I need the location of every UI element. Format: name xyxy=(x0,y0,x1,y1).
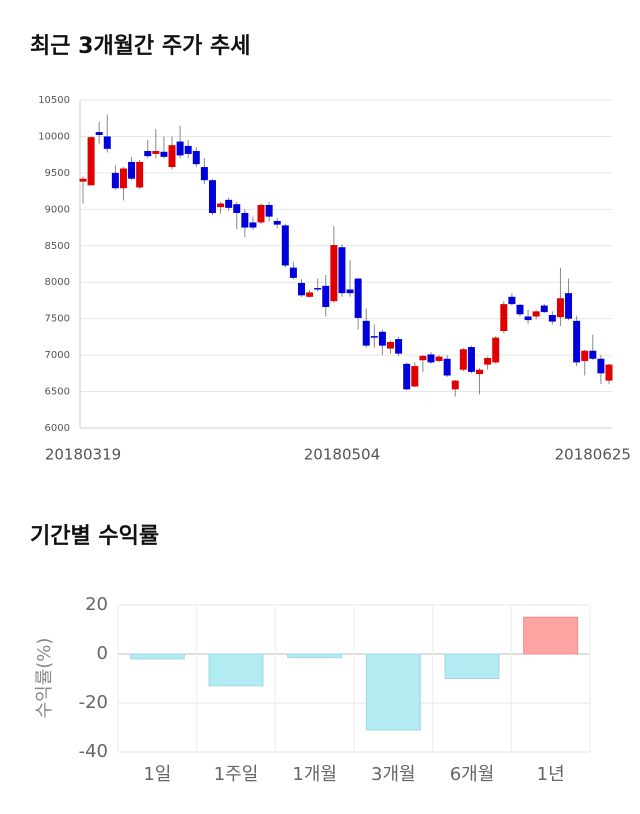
x-tick-label: 20180504 xyxy=(304,446,380,464)
candle-body xyxy=(233,204,241,213)
x-tick-label: 1일 xyxy=(143,764,171,785)
candle-body xyxy=(192,151,200,165)
candle-body xyxy=(265,204,273,217)
y-tick-label: 7000 xyxy=(45,350,70,361)
candle-body xyxy=(119,168,127,189)
candle-body xyxy=(540,305,548,313)
candle-body xyxy=(217,203,225,208)
bar xyxy=(523,616,579,655)
candle-body xyxy=(87,137,95,186)
x-tick-label: 1년 xyxy=(537,764,565,785)
candle-body xyxy=(378,331,386,346)
y-tick-label: 6500 xyxy=(45,387,70,398)
candle-body xyxy=(346,289,354,294)
x-tick-label: 1개월 xyxy=(292,764,337,785)
candle-body xyxy=(225,199,233,208)
x-tick-label: 20180625 xyxy=(555,446,631,464)
candle-body xyxy=(476,369,484,375)
candle-body xyxy=(443,358,451,376)
candle-body xyxy=(111,172,119,189)
candle-body xyxy=(306,292,314,297)
candle-body xyxy=(330,245,338,302)
y-tick-label: 20 xyxy=(85,594,108,615)
candle-body xyxy=(152,151,160,154)
candle-body xyxy=(565,293,573,319)
candle-body xyxy=(459,349,467,370)
candle-body xyxy=(79,178,87,182)
candle-body xyxy=(362,320,370,346)
candle-body xyxy=(128,161,136,179)
candle-body xyxy=(581,350,589,361)
candle-body xyxy=(532,311,540,317)
y-tick-label: 9000 xyxy=(45,204,70,215)
candle-body xyxy=(200,167,208,181)
candle-body xyxy=(249,222,257,228)
y-tick-label: 10500 xyxy=(38,95,70,106)
candle-body xyxy=(297,282,305,296)
y-tick-label: -40 xyxy=(79,741,108,762)
bar xyxy=(287,653,343,659)
candle-body xyxy=(338,247,346,294)
candle-body xyxy=(95,132,103,135)
candle-body xyxy=(144,151,152,157)
bar xyxy=(129,653,185,660)
candle-body xyxy=(289,267,297,278)
candle-body xyxy=(354,278,362,318)
candle-body xyxy=(281,225,289,266)
y-tick-label: 7500 xyxy=(45,314,70,325)
y-tick-label: 10000 xyxy=(38,131,70,142)
candle-body xyxy=(451,380,459,390)
candle-body xyxy=(184,145,192,154)
candle-body xyxy=(411,366,419,387)
candle-body xyxy=(435,356,443,361)
candle-body xyxy=(168,145,176,168)
candle-body xyxy=(136,161,144,188)
candle-body xyxy=(516,304,524,315)
candle-body xyxy=(484,358,492,365)
chart-title: 기간별 수익률 xyxy=(30,524,159,549)
candle-body xyxy=(419,355,427,361)
candle-body xyxy=(500,304,508,332)
candle-body xyxy=(605,364,613,381)
candle-body xyxy=(492,337,500,363)
bar xyxy=(444,653,500,679)
candle-body xyxy=(548,315,556,322)
candle-body xyxy=(573,320,581,363)
candle-body xyxy=(524,316,532,321)
y-tick-label: 6000 xyxy=(45,423,70,434)
candle-body xyxy=(467,347,475,372)
candle-body xyxy=(176,141,184,156)
y-tick-label: 8000 xyxy=(45,277,70,288)
candle-body xyxy=(395,339,403,354)
x-tick-label: 20180319 xyxy=(45,446,121,464)
candle-body xyxy=(508,296,516,305)
candle-body xyxy=(556,298,564,318)
x-tick-label: 6개월 xyxy=(450,764,495,785)
y-tick-label: -20 xyxy=(79,692,108,713)
candle-body xyxy=(387,341,395,349)
y-tick-label: 9500 xyxy=(45,168,70,179)
candle-body xyxy=(160,151,168,157)
candle-body xyxy=(322,285,330,308)
candle-body xyxy=(370,336,378,338)
x-tick-label: 1주일 xyxy=(214,764,259,785)
x-tick-label: 3개월 xyxy=(371,764,416,785)
candle-body xyxy=(427,354,435,363)
candle-body xyxy=(241,212,249,228)
candle-body xyxy=(403,363,411,390)
candle-body xyxy=(208,180,216,213)
y-tick-label: 8500 xyxy=(45,241,70,252)
bar xyxy=(208,653,264,687)
candle-body xyxy=(103,136,111,149)
chart-title: 최근 3개월간 주가 추세 xyxy=(30,34,250,59)
candle-body xyxy=(314,288,322,290)
bar xyxy=(365,653,421,731)
y-axis-label: 수익률(%) xyxy=(34,638,55,719)
candle-body xyxy=(257,204,265,223)
candle-body xyxy=(597,358,605,374)
y-tick-label: 0 xyxy=(97,643,108,664)
candle-body xyxy=(273,220,281,225)
candle-body xyxy=(589,350,597,359)
